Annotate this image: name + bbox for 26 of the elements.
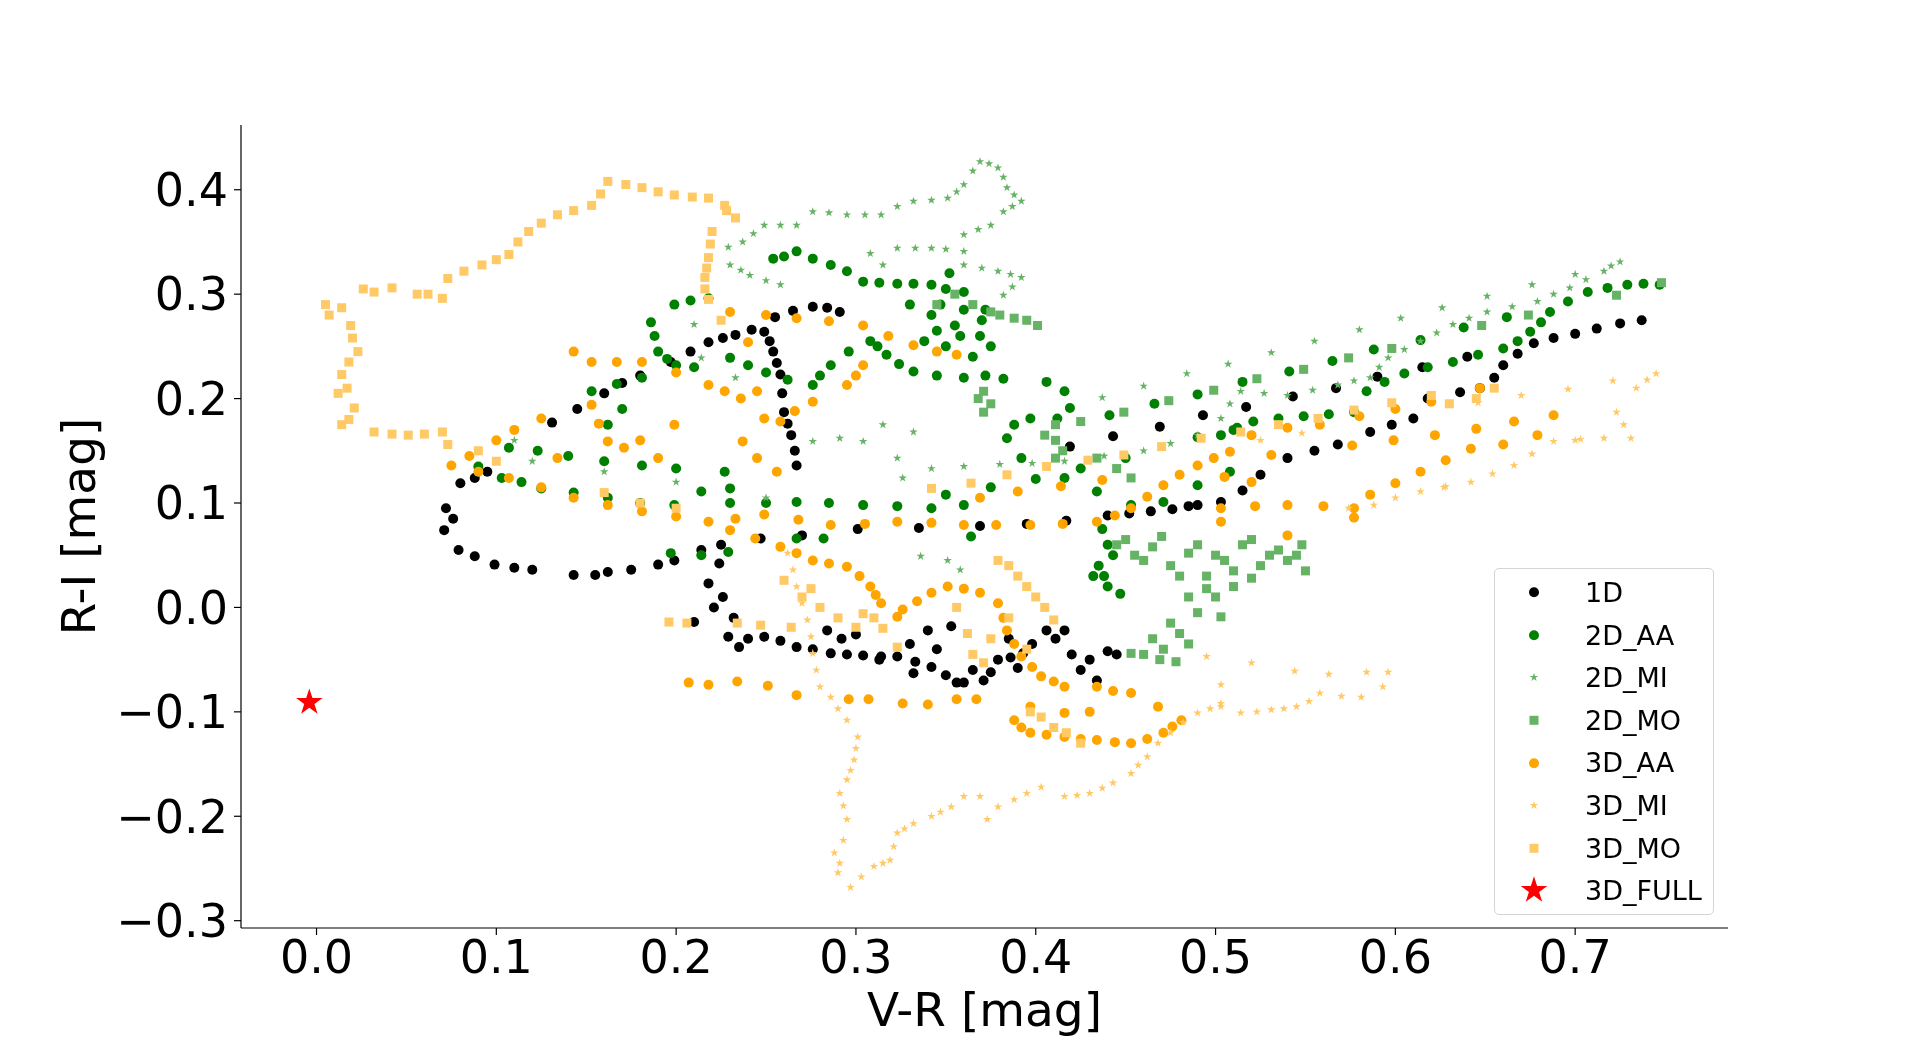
y-tick-label: 0.1 bbox=[154, 476, 228, 531]
x-tick-label: 0.3 bbox=[819, 929, 893, 984]
x-tick-label: 0.2 bbox=[639, 929, 713, 984]
y-tick-label: 0.3 bbox=[154, 267, 228, 322]
x-tick-label: 0.5 bbox=[1178, 929, 1253, 984]
x-tick-label: 0.6 bbox=[1358, 929, 1432, 984]
legend-label: 1D bbox=[1585, 576, 1623, 608]
x-axis-title: V-R [mag] bbox=[866, 982, 1103, 1037]
legend-label: 2D_MO bbox=[1585, 704, 1682, 736]
y-tick-label: 0.0 bbox=[154, 580, 228, 635]
legend-label: 3D_AA bbox=[1585, 747, 1675, 779]
y-tick-label: −0.1 bbox=[116, 685, 228, 740]
y-tick-label: −0.3 bbox=[116, 894, 228, 949]
legend-label: 3D_MI bbox=[1585, 789, 1668, 821]
x-tick-label: 0.0 bbox=[279, 929, 354, 984]
legend-label: 3D_MO bbox=[1585, 832, 1682, 864]
x-tick-label: 0.4 bbox=[999, 929, 1073, 984]
x-tick-label: 0.7 bbox=[1538, 929, 1612, 984]
legend-label: 3D_FULL bbox=[1585, 875, 1702, 907]
y-tick-label: 0.4 bbox=[154, 163, 228, 218]
y-tick-label: −0.2 bbox=[116, 789, 228, 844]
x-tick-label: 0.1 bbox=[459, 929, 533, 984]
legend-label: 2D_MI bbox=[1585, 662, 1668, 694]
y-tick-label: 0.2 bbox=[154, 371, 228, 426]
legend-label: 2D_AA bbox=[1585, 619, 1675, 651]
y-axis-title: R-I [mag] bbox=[50, 417, 106, 636]
